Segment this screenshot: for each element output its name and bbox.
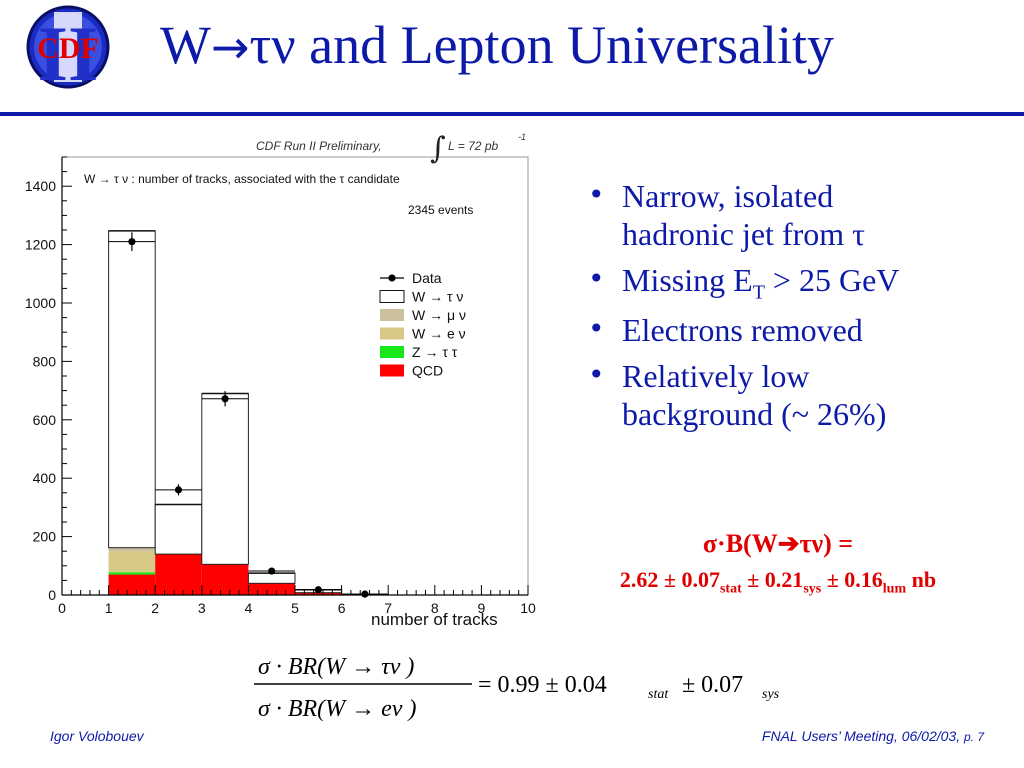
plot-header-right: L = 72 pb bbox=[448, 139, 498, 153]
track-histogram: CDF Run II Preliminary, ∫ L = 72 pb -1 W… bbox=[25, 131, 536, 629]
data-point bbox=[361, 590, 369, 598]
bar-segment bbox=[201, 564, 249, 595]
plot-header-exp: -1 bbox=[518, 132, 526, 142]
bar-segment bbox=[108, 547, 156, 552]
bar-segment bbox=[108, 230, 156, 549]
data-point bbox=[268, 567, 276, 575]
result-lum: ± 0.16 bbox=[821, 567, 883, 593]
bullet-subscript: T bbox=[752, 280, 765, 303]
footer-page: p. 7 bbox=[963, 730, 984, 744]
title-taunu: τν bbox=[249, 15, 296, 75]
x-tick-label: 6 bbox=[338, 600, 346, 616]
x-tick-label: 4 bbox=[245, 600, 253, 616]
slide-title: W→τν and Lepton Universality bbox=[160, 18, 834, 72]
formula-sys: ± 0.07 bbox=[682, 672, 743, 698]
plot-header-left: CDF Run II Preliminary, bbox=[256, 139, 382, 153]
data-point bbox=[128, 238, 136, 246]
bullet-text: > 25 GeV bbox=[764, 261, 900, 298]
bar-segment bbox=[108, 574, 156, 595]
footer-author: Igor Volobouev bbox=[50, 728, 144, 744]
cdf-logo: II CDF bbox=[26, 5, 110, 90]
plot-caption: W → τ ν : number of tracks, associated w… bbox=[84, 172, 400, 186]
formula-sub-stat: stat bbox=[648, 687, 669, 702]
plot-events: 2345 events bbox=[408, 203, 473, 217]
x-tick-label: 2 bbox=[151, 600, 159, 616]
bullet-item: Electrons removed bbox=[588, 312, 1008, 350]
bullet-text: Electrons removed bbox=[622, 312, 863, 349]
x-tick-label: 10 bbox=[520, 600, 536, 616]
result-value: 2.62 ± 0.07stat ± 0.21sys ± 0.16lum nb bbox=[560, 565, 996, 599]
title-w: W bbox=[160, 15, 211, 75]
legend-label: W → μ ν bbox=[412, 307, 466, 323]
x-axis-label: number of tracks bbox=[371, 610, 498, 629]
integral-sign: ∫ bbox=[430, 131, 446, 166]
x-tick-label: 8 bbox=[431, 600, 439, 616]
bullet-text: background (~ 26%) bbox=[622, 395, 887, 432]
x-tick-label: 0 bbox=[58, 600, 66, 616]
y-tick-label: 1000 bbox=[25, 295, 56, 311]
legend-label: W → τ ν bbox=[412, 289, 463, 305]
bullet-item: Missing ET > 25 GeV bbox=[588, 262, 1008, 305]
title-arrow: → bbox=[210, 20, 250, 74]
x-tick-label: 9 bbox=[478, 600, 486, 616]
bar-segment bbox=[155, 554, 202, 595]
bullet-text: Missing E bbox=[622, 261, 753, 298]
bar-segment bbox=[108, 572, 156, 575]
bullet-text: Relatively low bbox=[622, 358, 810, 395]
formula-numerator: σ · BR(W → τν ) bbox=[258, 654, 414, 680]
logo-numeral: II bbox=[38, 10, 99, 90]
legend-label: W → e ν bbox=[412, 326, 466, 342]
bar-segment bbox=[201, 393, 249, 565]
title-rest: and Lepton Universality bbox=[295, 15, 835, 75]
bullet-item: Narrow, isolated hadronic jet from τ bbox=[588, 178, 1008, 254]
bar-segment bbox=[295, 592, 342, 595]
result-sys: ± 0.21 bbox=[741, 567, 804, 593]
logo-text: CDF bbox=[37, 32, 99, 65]
legend-label: QCD bbox=[412, 363, 443, 379]
y-tick-label: 600 bbox=[33, 412, 57, 428]
bar-segment bbox=[108, 551, 156, 573]
y-tick-label: 200 bbox=[33, 529, 57, 545]
footer-meeting-text: FNAL Users’ Meeting, 06/02/03, bbox=[761, 728, 961, 744]
formula-rhs: = 0.99 ± 0.04 bbox=[478, 672, 607, 698]
bullet-list: Narrow, isolated hadronic jet from τ Mis… bbox=[588, 178, 1008, 442]
data-point bbox=[314, 586, 322, 594]
formula-denominator: σ · BR(W → eν ) bbox=[258, 696, 416, 722]
x-tick-label: 5 bbox=[291, 600, 299, 616]
x-tick-label: 7 bbox=[384, 600, 392, 616]
data-point bbox=[221, 395, 229, 403]
bullet-text: Narrow, isolated bbox=[622, 178, 834, 214]
result-sub-lum: lum bbox=[882, 581, 907, 597]
result-central: 2.62 ± 0.07 bbox=[619, 567, 720, 593]
data-point bbox=[174, 486, 183, 494]
bullet-item: Relatively low background (~ 26%) bbox=[588, 358, 1008, 434]
bar-segment bbox=[248, 583, 295, 595]
result-unit: nb bbox=[906, 567, 937, 593]
ratio-formula: σ · BR(W → τν ) σ · BR(W → eν ) = 0.99 ±… bbox=[254, 654, 780, 722]
y-tick-label: 1200 bbox=[25, 237, 56, 253]
legend-data-point bbox=[388, 274, 396, 282]
legend-swatch bbox=[380, 364, 404, 377]
title-rule bbox=[0, 112, 1024, 116]
y-tick-label: 400 bbox=[33, 470, 57, 486]
result-sub-stat: stat bbox=[719, 581, 742, 597]
result-label: σ·B(W➔τν) = bbox=[702, 529, 854, 558]
legend-swatch bbox=[380, 346, 404, 358]
legend-label: Z → τ τ bbox=[412, 344, 458, 360]
result-sub-sys: sys bbox=[803, 581, 822, 597]
legend-swatch bbox=[380, 327, 404, 340]
y-tick-label: 1400 bbox=[25, 178, 56, 194]
legend-swatch bbox=[380, 309, 404, 321]
x-tick-label: 1 bbox=[105, 600, 113, 616]
legend-swatch bbox=[379, 290, 405, 303]
legend-label: Data bbox=[412, 270, 442, 286]
x-tick-label: 3 bbox=[198, 600, 206, 616]
y-tick-label: 0 bbox=[48, 587, 56, 603]
bullet-text: hadronic jet from τ bbox=[622, 215, 865, 252]
cross-section-result: σ·B(W➔τν) = 2.62 ± 0.07stat ± 0.21sys ± … bbox=[560, 528, 996, 599]
y-tick-label: 800 bbox=[33, 353, 57, 369]
formula-sub-sys: sys bbox=[762, 687, 780, 702]
bar-segment bbox=[154, 503, 203, 555]
footer-meeting: FNAL Users’ Meeting, 06/02/03, p. 7 bbox=[762, 728, 984, 744]
